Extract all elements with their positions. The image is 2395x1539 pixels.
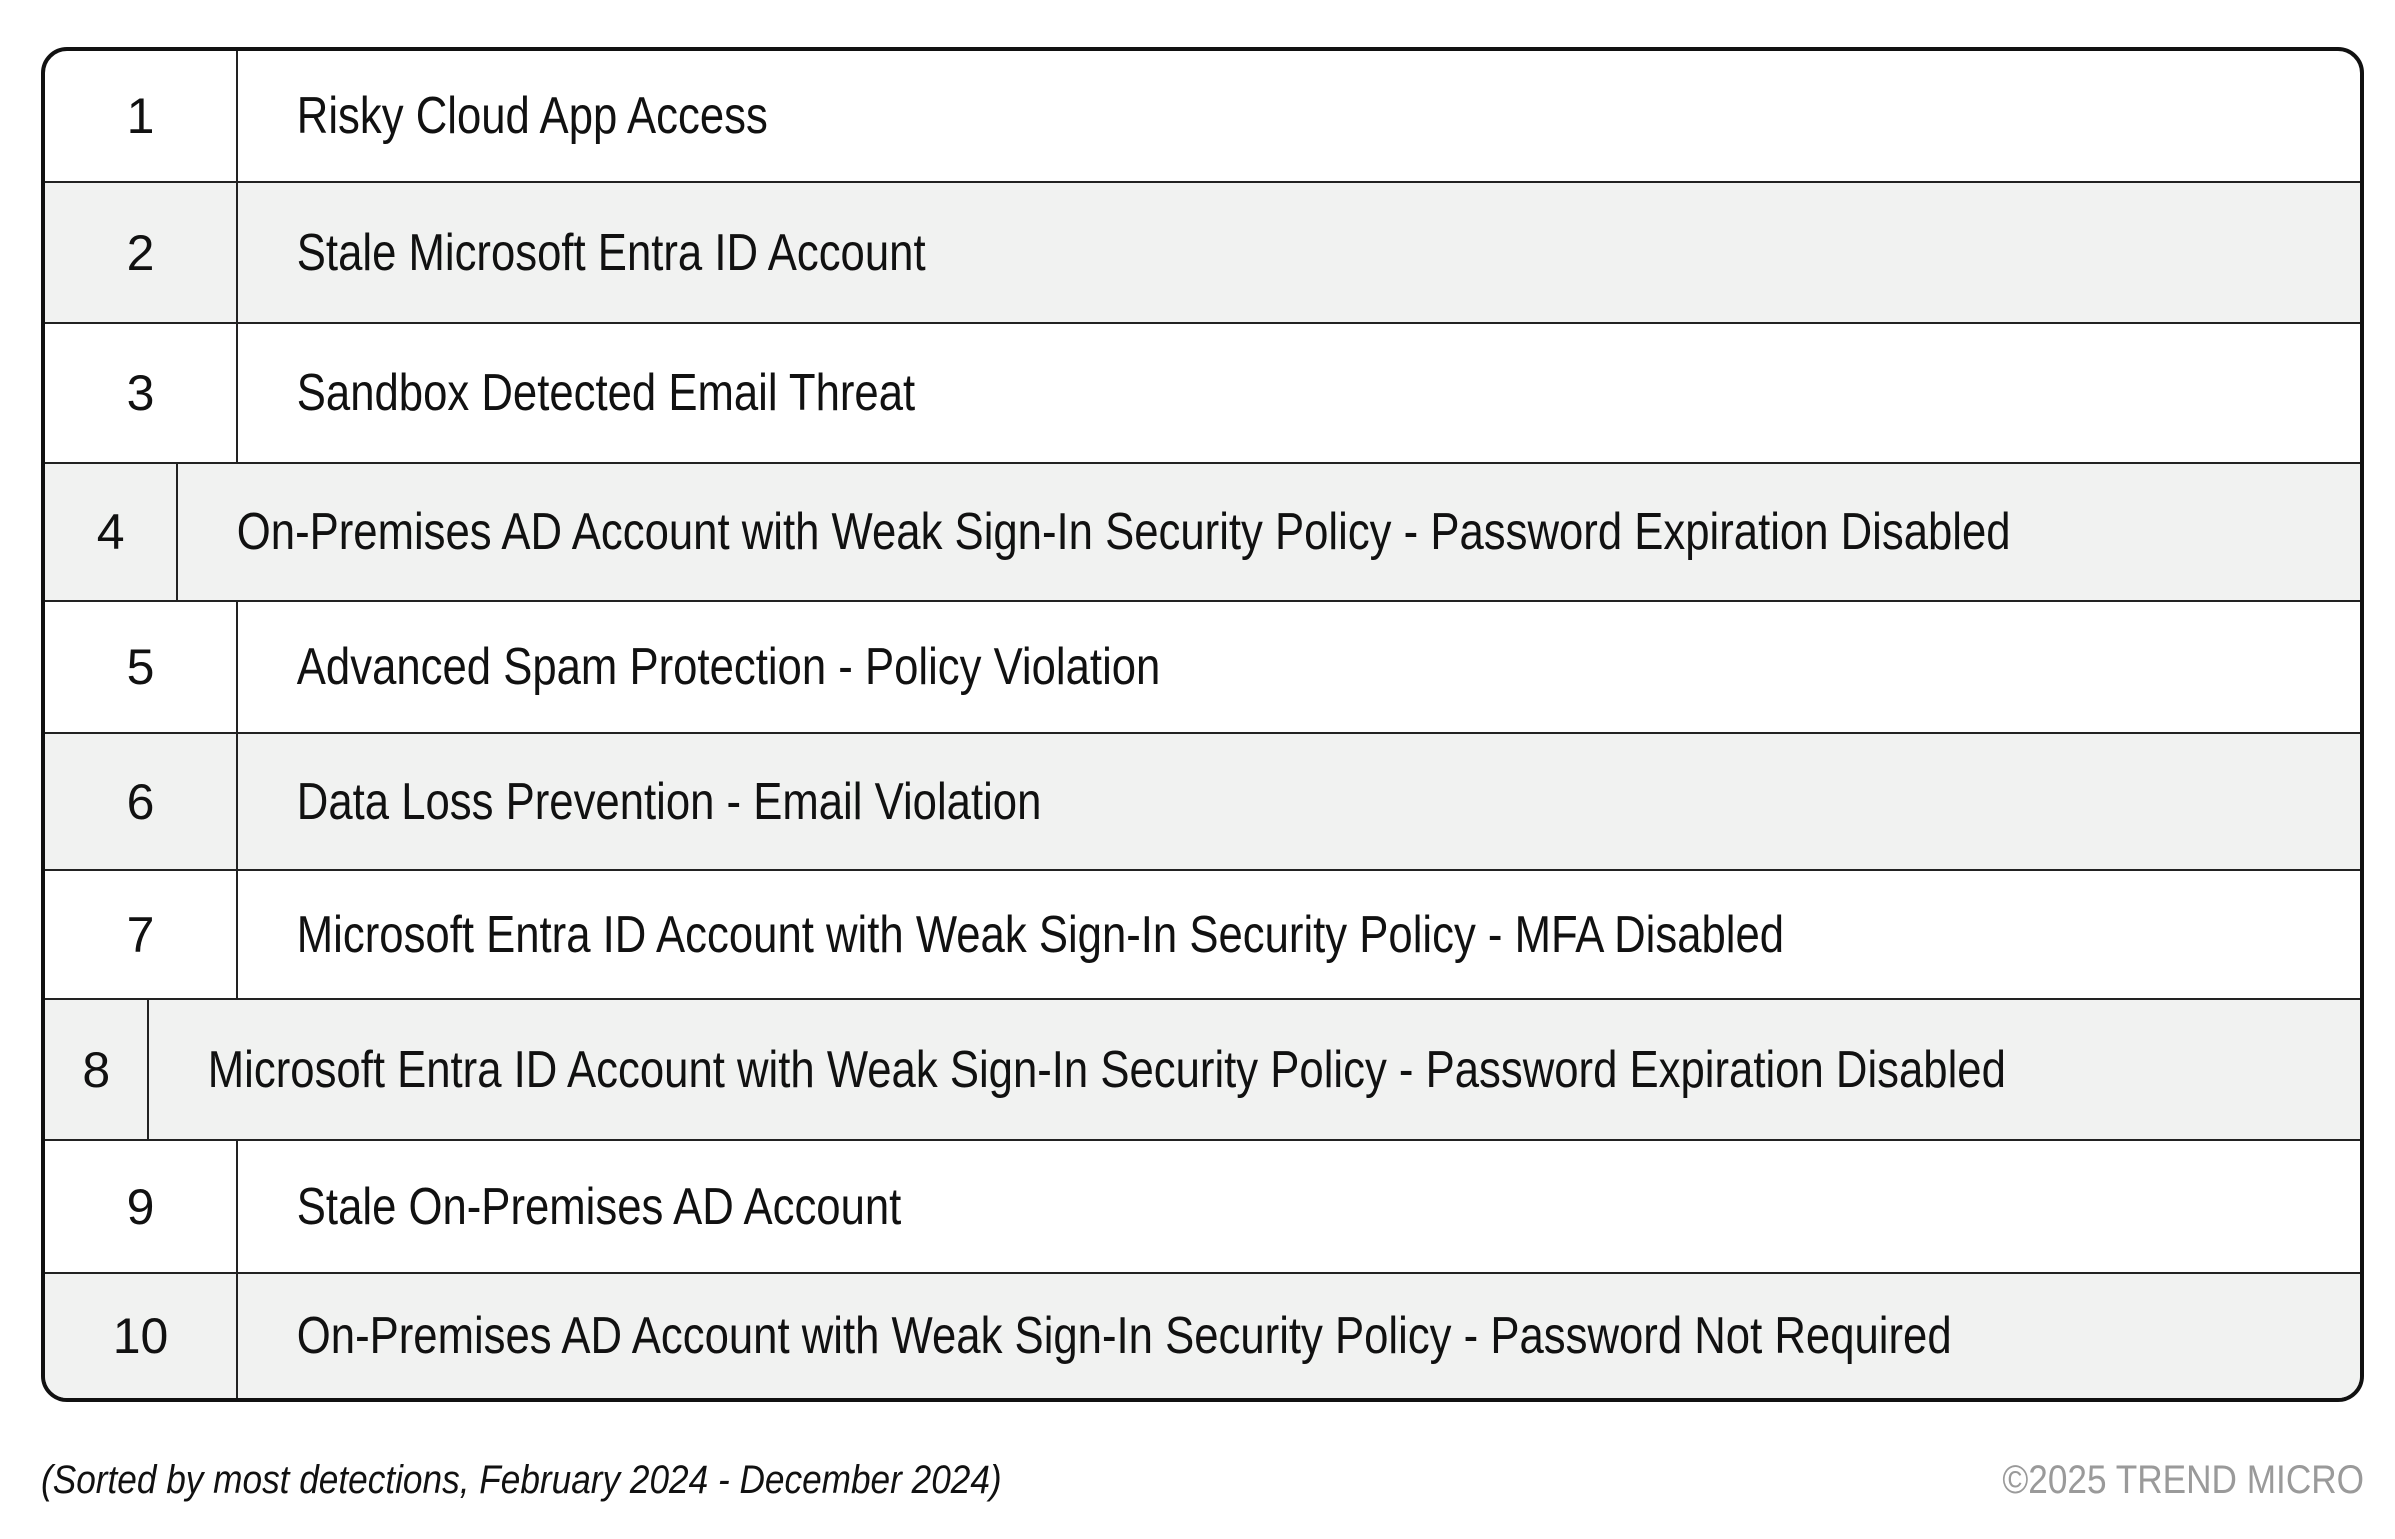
detection-name: Sandbox Detected Email Threat (296, 364, 916, 422)
detection-name: Data Loss Prevention - Email Violation (296, 772, 1042, 831)
detection-name: Stale On-Premises AD Account (296, 1177, 902, 1236)
table-row: 2 Stale Microsoft Entra ID Account (45, 183, 2360, 324)
rank-cell: 7 (45, 871, 238, 998)
table-row: 4 On-Premises AD Account with Weak Sign-… (45, 464, 2360, 602)
rank-cell: 9 (45, 1141, 238, 1272)
footnote: (Sorted by most detections, February 202… (41, 1458, 1002, 1502)
table-row: 7 Microsoft Entra ID Account with Weak S… (45, 871, 2360, 1000)
rank-cell: 8 (45, 1000, 150, 1139)
rank-cell: 6 (45, 734, 238, 869)
table-row: 3 Sandbox Detected Email Threat (45, 324, 2360, 464)
table-row: 5 Advanced Spam Protection - Policy Viol… (45, 602, 2360, 734)
copyright: ©2025 TREND MICRO (2002, 1458, 2364, 1502)
detection-name: Stale Microsoft Entra ID Account (296, 223, 926, 282)
rank-cell: 10 (45, 1274, 238, 1398)
table-row: 8 Microsoft Entra ID Account with Weak S… (45, 1000, 2360, 1141)
table-row: 9 Stale On-Premises AD Account (45, 1141, 2360, 1274)
detection-name: On-Premises AD Account with Weak Sign-In… (237, 503, 2011, 561)
detection-name: On-Premises AD Account with Weak Sign-In… (296, 1307, 1952, 1365)
table-row: 1 Risky Cloud App Access (45, 51, 2360, 183)
ranked-detections-table: 1 Risky Cloud App Access 2 Stale Microso… (41, 47, 2364, 1402)
rank-cell: 3 (45, 324, 238, 462)
detection-name: Advanced Spam Protection - Policy Violat… (296, 638, 1161, 696)
detection-name: Risky Cloud App Access (296, 87, 768, 145)
detection-name: Microsoft Entra ID Account with Weak Sig… (208, 1040, 2007, 1099)
detection-name: Microsoft Entra ID Account with Weak Sig… (296, 905, 1785, 964)
rank-cell: 4 (45, 464, 179, 600)
rank-cell: 2 (45, 183, 238, 322)
table-row: 6 Data Loss Prevention - Email Violation (45, 734, 2360, 871)
rank-cell: 5 (45, 602, 238, 732)
table-row: 10 On-Premises AD Account with Weak Sign… (45, 1274, 2360, 1398)
rank-cell: 1 (45, 51, 238, 181)
